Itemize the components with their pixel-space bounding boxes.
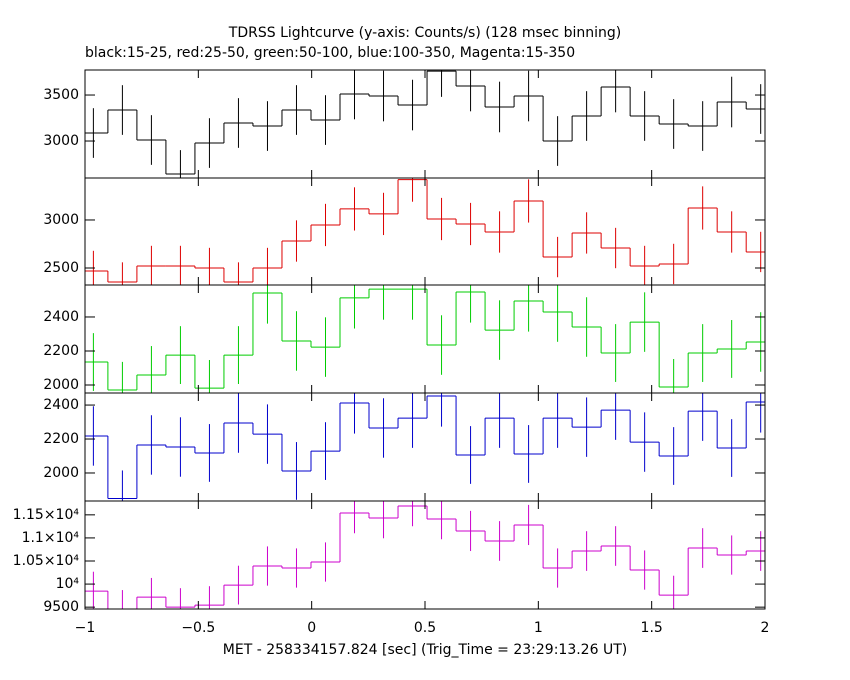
x-tick-label: 1.5: [641, 620, 663, 636]
y-tick-label: 2200: [43, 431, 79, 447]
y-tick-label: 1.1×10⁴: [22, 530, 80, 546]
x-tick-label: −1: [75, 620, 96, 636]
panel-data: [85, 178, 765, 285]
panel-frame: [84, 500, 766, 610]
panel-data: [85, 393, 765, 501]
x-tick-label: 0: [307, 620, 316, 636]
chart-title: TDRSS Lightcurve (y-axis: Counts/s) (128…: [228, 25, 621, 41]
x-tick-label: 1: [534, 620, 543, 636]
panel-frame: [84, 177, 766, 286]
x-tick-label: 2: [761, 620, 770, 636]
y-tick-label: 10⁴: [56, 576, 80, 592]
x-tick-label: 0.5: [414, 620, 436, 636]
chart-subtitle: black:15-25, red:25-50, green:50-100, bl…: [85, 45, 575, 61]
y-tick-label: 2000: [43, 377, 79, 393]
panel-data: [85, 285, 765, 393]
y-tick-label: 2000: [43, 465, 79, 481]
y-tick-label: 1.05×10⁴: [13, 553, 80, 569]
y-tick-label: 2400: [43, 397, 79, 413]
y-tick-label: 3500: [43, 87, 79, 103]
y-tick-label: 2200: [43, 343, 79, 359]
panel-data: [85, 70, 765, 178]
y-tick-label: 3000: [43, 133, 79, 149]
panel-frame: [84, 284, 766, 394]
y-tick-label: 9500: [43, 599, 79, 615]
y-tick-label: 3000: [43, 212, 79, 228]
x-tick-label: −0.5: [181, 620, 215, 636]
y-tick-label: 2400: [43, 309, 79, 325]
panel-data: [85, 501, 765, 609]
x-axis-label: MET - 258334157.824 [sec] (Trig_Time = 2…: [223, 642, 627, 658]
y-tick-label: 2500: [43, 260, 79, 276]
y-tick-label: 1.15×10⁴: [13, 507, 80, 523]
